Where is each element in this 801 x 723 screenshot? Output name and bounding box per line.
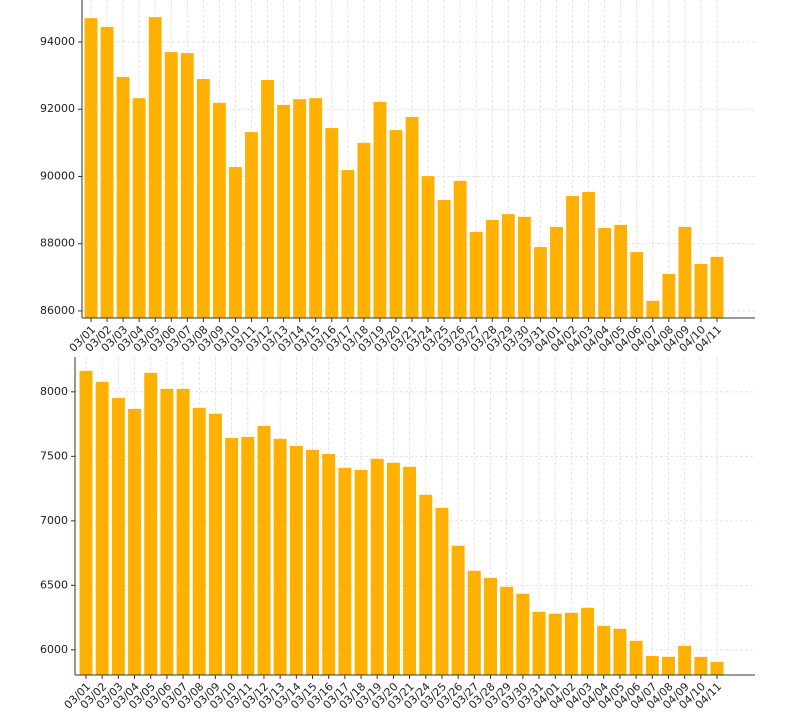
- bar: [386, 462, 400, 675]
- bar: [645, 655, 659, 675]
- bar: [550, 226, 563, 318]
- bar: [629, 640, 643, 675]
- bar: [373, 101, 387, 318]
- bar: [160, 388, 174, 675]
- bar: [630, 252, 644, 318]
- bar: [662, 273, 676, 318]
- bar: [111, 397, 125, 675]
- y-tick-label: 92000: [40, 102, 75, 115]
- y-tick-label: 86000: [40, 304, 75, 317]
- bar: [273, 438, 287, 675]
- bar: [389, 130, 403, 318]
- bar: [419, 494, 433, 675]
- bar: [309, 98, 323, 318]
- bar: [598, 227, 612, 318]
- bar: [95, 381, 109, 675]
- bar: [132, 98, 146, 318]
- y-tick-label: 7000: [40, 514, 68, 527]
- bar: [257, 425, 271, 675]
- bar: [516, 593, 530, 675]
- bar: [79, 370, 93, 675]
- bar: [325, 128, 339, 318]
- bar: [176, 388, 190, 675]
- bar: [646, 300, 660, 318]
- bar: [678, 645, 692, 675]
- bar: [435, 507, 449, 675]
- bar: [128, 408, 142, 675]
- bar: [614, 224, 628, 318]
- bar: [306, 449, 319, 675]
- bar: [469, 231, 483, 318]
- bar: [421, 176, 435, 318]
- bar: [241, 436, 255, 675]
- y-tick-label: 8000: [40, 385, 68, 398]
- bar: [403, 466, 417, 675]
- bar: [484, 577, 497, 675]
- bar: [277, 104, 291, 319]
- bar: [517, 216, 531, 318]
- bar: [192, 407, 206, 675]
- bar: [597, 625, 611, 675]
- bar: [289, 445, 303, 675]
- bar: [370, 458, 384, 675]
- bar: [661, 656, 675, 675]
- bar: [100, 26, 114, 318]
- bar: [694, 656, 708, 675]
- bar: [437, 200, 451, 318]
- bar: [467, 570, 481, 675]
- bar: [564, 612, 578, 675]
- bar: [405, 116, 419, 318]
- bar: [322, 453, 336, 675]
- bar: [293, 99, 307, 318]
- bar: [501, 214, 515, 318]
- bar: [180, 53, 194, 318]
- bar: [116, 76, 130, 319]
- bar: [164, 52, 178, 318]
- y-tick-label: 6000: [40, 643, 68, 656]
- bar: [196, 78, 210, 318]
- bar: [613, 628, 627, 675]
- bar: [354, 469, 368, 675]
- y-tick-label: 94000: [40, 35, 75, 48]
- y-tick-label: 88000: [40, 237, 75, 250]
- y-tick-label: 90000: [40, 169, 75, 182]
- bar: [581, 607, 595, 675]
- bar: [338, 467, 352, 675]
- bar: [341, 170, 355, 318]
- bar: [710, 256, 724, 318]
- y-tick-label: 6500: [40, 578, 68, 591]
- bar: [678, 226, 692, 318]
- bar: [566, 195, 579, 318]
- bar: [229, 167, 242, 318]
- bar: [710, 661, 724, 675]
- bar: [148, 17, 162, 318]
- bar: [548, 613, 562, 675]
- bar: [212, 102, 226, 318]
- bar: [144, 372, 158, 675]
- bar: [453, 180, 467, 318]
- bar: [582, 191, 596, 318]
- bar: [84, 18, 98, 318]
- bar: [532, 611, 546, 675]
- bar: [208, 413, 222, 675]
- bar: [500, 586, 514, 675]
- bar: [357, 142, 371, 318]
- bar: [261, 80, 274, 318]
- bar: [225, 437, 239, 675]
- bar: [485, 219, 499, 318]
- bar: [694, 263, 708, 318]
- bar: [534, 247, 547, 318]
- bar: [451, 545, 465, 675]
- bar: [245, 132, 258, 318]
- y-tick-label: 7500: [40, 449, 68, 462]
